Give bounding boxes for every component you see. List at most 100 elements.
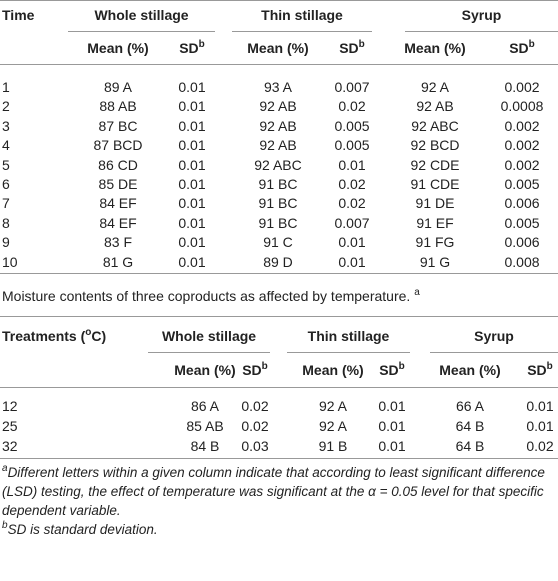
rule [405,31,558,32]
table-cell: 0.005 [334,117,370,134]
superscript: b [398,361,405,372]
rule [232,31,372,32]
rule [0,316,558,317]
header-text: SD [509,40,529,56]
row-label: 6 [2,176,10,192]
row-label: 2 [2,98,10,115]
table-cell: 0.02 [241,398,269,414]
row-label: 5 [2,156,10,173]
table-cell: 0.005 [504,176,540,192]
footnote-text: Different letters within a given column … [2,465,545,518]
row-label: 32 [2,438,18,454]
table-cell: 92 BCD [410,137,460,154]
header-text: SD [379,362,399,378]
footnote-text: SD is standard deviation. [7,522,158,537]
caption: Moisture contents of three coproducts as… [2,288,420,304]
table-cell: 86 A [190,398,220,414]
table-cell: 0.01 [178,98,206,115]
column-header: Mean (%) [247,40,309,56]
superscript: b [2,520,8,531]
header-text: SD [339,40,359,56]
table-cell: 0.01 [178,253,206,270]
table-cell: 93 A [263,79,293,95]
superscript: b [358,39,365,50]
row-label: 4 [2,137,10,154]
caption-text: Moisture contents of three coproducts as… [2,288,411,304]
table-cell: 0.01 [338,253,366,270]
table-cell: 0.02 [338,195,366,212]
header-text: Time [2,7,35,23]
superscript: a [2,463,8,474]
column-header: Mean (%) [404,40,466,56]
row-label: 3 [2,117,10,134]
table-cell: 92 AB [416,98,454,115]
table-cell: 92 A [420,79,450,95]
table-cell: 92 A [318,418,348,434]
table-cell: 91 BC [258,176,298,192]
table-cell: 89 A [103,79,133,95]
table-cell: 0.01 [338,234,366,251]
table-cell: 0.01 [526,398,554,414]
table-cell: 0.007 [334,214,370,231]
table-cell: 84 EF [99,195,137,212]
table-cell: 0.01 [178,195,206,212]
table-cell: 0.01 [178,117,206,134]
table-cell: 0.006 [504,195,540,212]
table-cell: 0.01 [178,214,206,231]
row-label: 1 [2,79,10,95]
table-cell: 0.005 [334,137,370,154]
rule [0,387,558,388]
table-cell: 91 BC [258,195,298,212]
table-cell: 91 EF [416,214,454,231]
table-cell: 84 EF [99,214,137,231]
table-cell: 0.0008 [500,98,544,115]
table-cell: 92 AB [259,98,297,115]
table-cell: 92 ABC [411,117,459,134]
table-cell: 66 A [455,398,485,414]
table-cell: 92 AB [259,117,297,134]
row-label: 10 [2,253,18,270]
group-header: Syrup [461,7,502,23]
table-cell: 92 AB [259,137,297,154]
table-cell: 0.005 [504,214,540,231]
table-cell: 0.01 [178,137,206,154]
table-cell: 0.01 [378,418,406,434]
header-cell: Treatments (oC) [2,328,106,344]
table-cell: 92 CDE [410,156,460,173]
column-header: SDb [179,40,205,56]
rule [287,352,410,353]
table-cell: 91 BC [258,214,298,231]
table-cell: 0.008 [504,253,540,270]
row-label: 25 [2,418,18,434]
table-cell: 92 A [318,398,348,414]
column-header: SDb [509,40,535,56]
header-text: SD [179,40,199,56]
group-header: Thin stillage [261,7,343,23]
table-cell: 87 BCD [93,137,143,154]
row-label: 7 [2,195,10,212]
table-cell: 91 CDE [410,176,460,192]
row-label: 12 [2,398,18,414]
superscript: b [546,361,553,372]
table-cell: 0.01 [378,398,406,414]
table-cell: 0.007 [334,79,370,95]
column-header: Mean (%) [439,362,501,378]
superscript: b [261,361,268,372]
table-cell: 0.03 [241,438,269,454]
rule [0,0,558,1]
table-cell: 91 G [419,253,451,270]
table-cell: 84 B [190,438,220,454]
table-cell: 64 B [455,438,485,454]
table-cell: 0.01 [178,79,206,95]
rule [148,352,270,353]
table-cell: 0.002 [504,117,540,134]
column-header: SDb [527,361,553,378]
table-cell: 0.002 [504,156,540,173]
table-cell: 91 B [318,438,348,454]
table-cell: 0.01 [178,156,206,173]
table-cell: 91 FG [415,234,455,251]
rule [0,64,558,65]
table-cell: 0.01 [526,418,554,434]
column-header: Mean (%) [174,362,236,378]
